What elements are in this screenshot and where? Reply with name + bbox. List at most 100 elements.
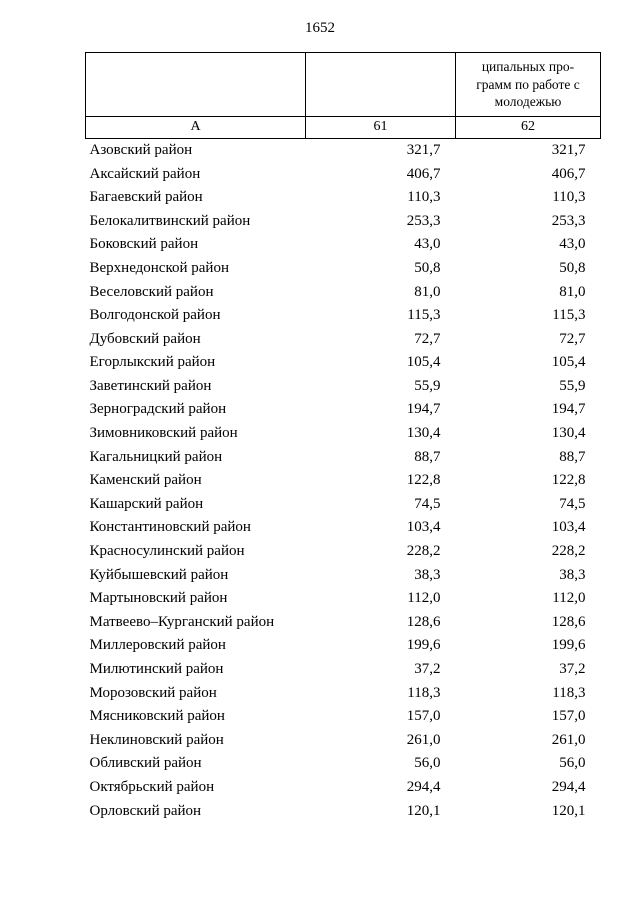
table-row: Волгодонской район 115,3 115,3: [86, 304, 601, 328]
table-row: Веселовский район 81,0 81,0: [86, 280, 601, 304]
district-name-cell: Зерноградский район: [89, 401, 227, 418]
table-row: Азовский район 321,7 321,7: [86, 138, 601, 162]
district-name-cell: Зимовниковский район: [89, 425, 238, 442]
district-name-cell: Волгодонской район: [89, 307, 221, 324]
header-col-62: 62: [455, 115, 601, 139]
district-name-cell: Миллеровский район: [89, 637, 226, 654]
table-row: Милютинский район 37,2 37,2: [86, 658, 601, 682]
value-61-cell: 43,0: [414, 236, 441, 253]
header-cell-empty-1: [85, 52, 306, 117]
value-62-cell: 112,0: [552, 590, 586, 607]
value-62-cell: 115,3: [552, 307, 586, 324]
value-62-cell: 110,3: [552, 189, 586, 206]
district-name-cell: Багаевский район: [89, 189, 203, 206]
value-62-cell: 103,4: [551, 519, 586, 536]
header-description-row: ципальных про- грамм по работе с молодеж…: [85, 52, 601, 117]
value-61-cell: 294,4: [406, 778, 441, 795]
value-61-cell: 81,0: [414, 283, 441, 300]
table-row: Зимовниковский район 130,4 130,4: [86, 422, 601, 446]
value-61-cell: 72,7: [414, 330, 441, 347]
page-number: 1652: [305, 20, 335, 36]
value-61-cell: 406,7: [406, 165, 441, 182]
value-62-cell: 128,6: [551, 613, 586, 630]
table-row: Морозовский район 118,3 118,3: [86, 681, 601, 705]
value-62-cell: 253,3: [551, 212, 586, 229]
table-row: Красносулинский район 228,2 228,2: [86, 540, 601, 564]
value-62-cell: 55,9: [559, 377, 586, 394]
value-61-cell: 112,0: [407, 590, 441, 607]
header-description-line: молодежью: [494, 94, 562, 110]
district-name-cell: Куйбышевский район: [89, 566, 229, 583]
district-name-cell: Мясниковский район: [89, 708, 225, 725]
district-name-cell: Красносулинский район: [89, 543, 245, 560]
value-61-cell: 50,8: [414, 259, 441, 276]
value-62-cell: 81,0: [559, 283, 586, 300]
value-62-cell: 130,4: [551, 425, 586, 442]
table-row: Верхнедонской район 50,8 50,8: [86, 257, 601, 281]
table-body: Азовский район 321,7 321,7 Аксайский рай…: [86, 138, 601, 823]
district-name-cell: Верхнедонской район: [89, 259, 229, 276]
district-name-cell: Белокалитвинский район: [89, 212, 251, 229]
value-62-cell: 118,3: [552, 684, 586, 701]
table-row: Боковский район 43,0 43,0: [86, 233, 601, 257]
value-62-cell: 294,4: [551, 778, 586, 795]
value-61-cell: 130,4: [406, 425, 441, 442]
value-61-cell: 228,2: [406, 543, 441, 560]
table-row: Багаевский район 110,3 110,3: [86, 186, 601, 210]
value-62-cell: 56,0: [559, 755, 586, 772]
table-row: Зерноградский район 194,7 194,7: [86, 398, 601, 422]
value-61-cell: 74,5: [414, 495, 441, 512]
header-col-61: 61: [305, 115, 456, 139]
value-61-cell: 128,6: [406, 613, 441, 630]
district-name-cell: Кашарский район: [89, 495, 204, 512]
table-row: Миллеровский район 199,6 199,6: [86, 634, 601, 658]
district-name-cell: Октябрьский район: [89, 778, 215, 795]
district-name-cell: Мартыновский район: [89, 590, 228, 607]
value-61-cell: 120,1: [406, 802, 441, 819]
table-row: Заветинский район 55,9 55,9: [86, 375, 601, 399]
district-name-cell: Милютинский район: [89, 661, 224, 677]
district-name-cell: Кагальницкий район: [89, 448, 223, 465]
header-cell-description: ципальных про- грамм по работе с молодеж…: [455, 52, 601, 117]
district-name-cell: Веселовский район: [89, 283, 214, 300]
value-61-cell: 199,6: [406, 637, 441, 654]
table-row: Дубовский район 72,7 72,7: [86, 327, 601, 351]
value-62-cell: 37,2: [559, 661, 586, 677]
table-row: Егорлыкский район 105,4 105,4: [86, 351, 601, 375]
value-62-cell: 261,0: [551, 731, 586, 748]
value-61-cell: 56,0: [414, 755, 441, 772]
value-62-cell: 43,0: [559, 236, 586, 253]
table-row: Константиновский район 103,4 103,4: [86, 516, 601, 540]
value-62-cell: 38,3: [559, 566, 586, 583]
table-row: Каменский район 122,8 122,8: [86, 469, 601, 493]
table-row: Неклиновский район 261,0 261,0: [86, 728, 601, 752]
district-name-cell: Каменский район: [89, 472, 202, 489]
value-61-cell: 88,7: [414, 448, 441, 465]
value-62-cell: 72,7: [559, 330, 586, 347]
table-row: Куйбышевский район 38,3 38,3: [86, 563, 601, 587]
value-62-cell: 120,1: [551, 802, 586, 819]
table-row: Обливский район 56,0 56,0: [86, 752, 601, 776]
value-62-cell: 88,7: [559, 448, 586, 465]
district-name-cell: Аксайский район: [89, 165, 201, 182]
value-61-cell: 157,0: [406, 708, 441, 725]
table-row: Кагальницкий район 88,7 88,7: [86, 445, 601, 469]
district-name-cell: Константиновский район: [89, 519, 251, 536]
district-name-cell: Орловский район: [89, 802, 202, 819]
value-62-cell: 199,6: [551, 637, 586, 654]
value-61-cell: 37,2: [414, 661, 441, 677]
table-row: Орловский район 120,1 120,1: [86, 799, 601, 823]
table-row: Кашарский район 74,5 74,5: [86, 493, 601, 517]
header-col-a: А: [85, 115, 306, 139]
value-62-cell: 122,8: [551, 472, 586, 489]
value-62-cell: 406,7: [551, 165, 586, 182]
district-name-cell: Неклиновский район: [89, 731, 224, 748]
district-name-cell: Морозовский район: [89, 684, 217, 701]
table-row: Мартыновский район 112,0 112,0: [86, 587, 601, 611]
district-name-cell: Дубовский район: [89, 330, 201, 347]
table-row: Матвеево–Курганский район 128,6 128,6: [86, 611, 601, 635]
district-name-cell: Азовский район: [89, 141, 193, 158]
value-61-cell: 105,4: [406, 354, 441, 371]
header-id-row: А 61 62: [85, 115, 601, 139]
district-name-cell: Матвеево–Курганский район: [89, 613, 275, 630]
